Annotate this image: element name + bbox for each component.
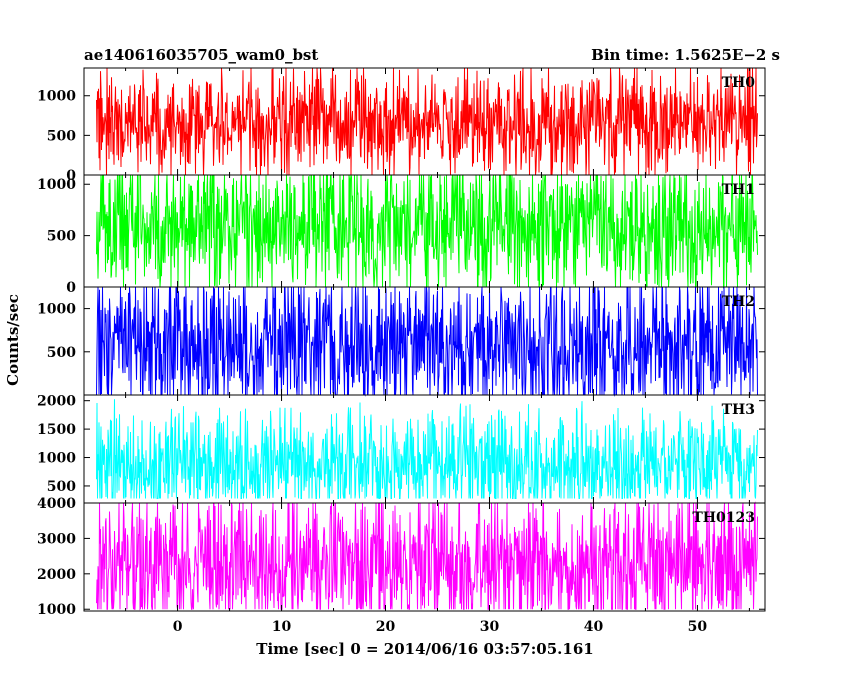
x-tick-label: 40 [584, 619, 604, 635]
x-tick-label: 30 [480, 619, 500, 635]
series-th0 [96, 67, 758, 176]
y-tick-label: 1000 [37, 89, 76, 105]
y-tick-label: 1500 [37, 422, 76, 438]
panel-th3: 500 1000 1500 2000 TH3 [37, 394, 766, 504]
panel-th1: 0 500 1000 TH1 [37, 174, 766, 296]
y-tick-label: 500 [47, 345, 76, 361]
panel-label: TH3 [722, 402, 755, 418]
y-tick-label: 500 [47, 479, 76, 495]
series-th3 [96, 399, 758, 499]
x-axis-label: Time [sec] 0 = 2014/06/16 03:57:05.161 [256, 640, 593, 658]
y-tick-label: 2000 [37, 394, 76, 410]
y-tick-label: 2000 [37, 567, 76, 583]
y-axis-label: Counts/sec [4, 294, 22, 386]
panel-th0: 0 500 1000 TH0 [37, 67, 766, 184]
y-tick-label: 1000 [37, 177, 76, 193]
series-th0123 [96, 501, 758, 611]
x-tick-label: 50 [688, 619, 708, 635]
panel-label: TH0123 [692, 510, 755, 526]
header-bin-time: Bin time: 1.5625E−2 s [591, 46, 780, 64]
panel-label: TH2 [722, 294, 755, 310]
y-tick-label: 500 [47, 229, 76, 245]
series-th1 [96, 174, 758, 289]
y-tick-label: 1000 [37, 302, 76, 318]
panel-frame [83, 502, 766, 612]
panel-label: TH1 [722, 182, 755, 198]
x-tick-label: 0 [173, 619, 183, 635]
y-tick-label: 0 [66, 168, 76, 184]
y-tick-label: 4000 [37, 496, 76, 512]
x-tick-label: 10 [272, 619, 292, 635]
panel-th2: 500 1000 TH2 [37, 286, 766, 397]
y-tick-label: 1000 [37, 451, 76, 467]
header-title: ae140616035705_wam0_bst [84, 46, 318, 64]
y-tick-label: 0 [66, 280, 76, 296]
panel-th0123: 1000 2000 3000 4000 TH0123 [37, 496, 766, 618]
x-tick-label: 20 [376, 619, 396, 635]
series-th2 [96, 286, 758, 397]
y-tick-label: 1000 [37, 602, 76, 618]
y-tick-label: 3000 [37, 531, 76, 547]
y-tick-label: 500 [47, 128, 76, 144]
panel-label: TH0 [722, 75, 756, 91]
